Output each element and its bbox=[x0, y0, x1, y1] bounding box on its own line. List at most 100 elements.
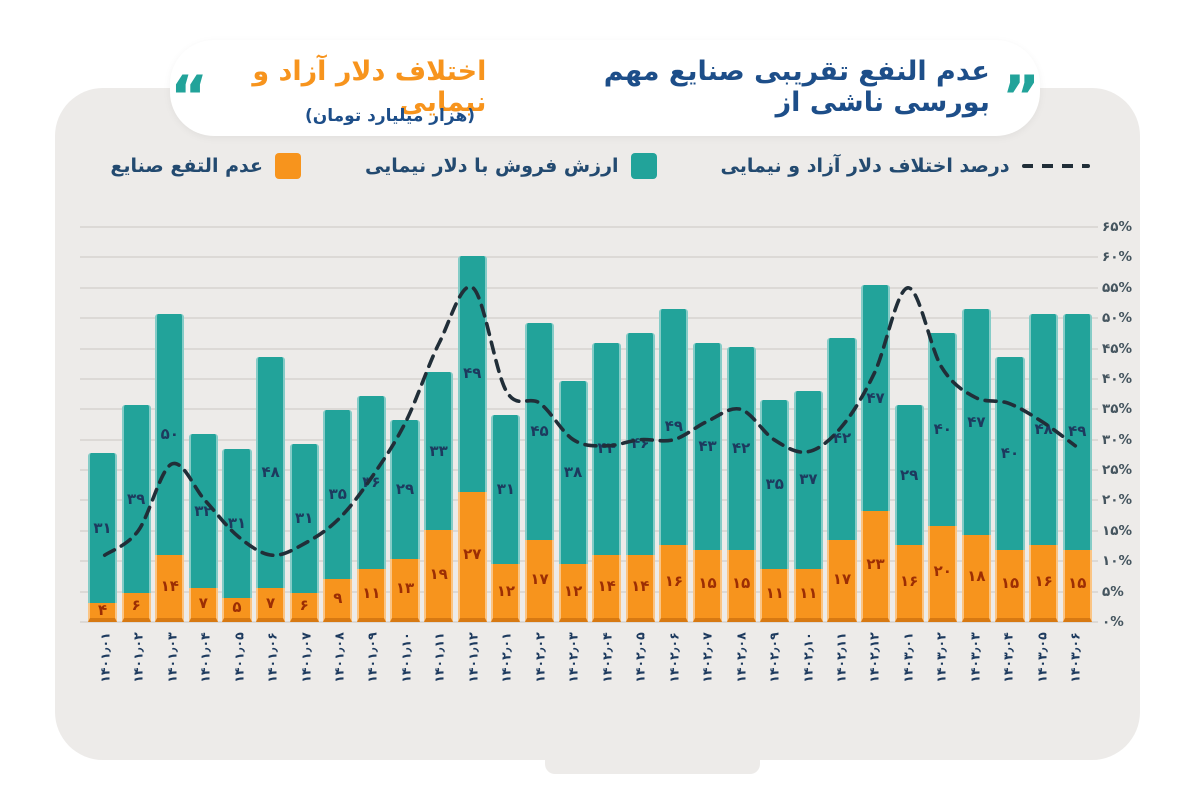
dashed-line-icon bbox=[1021, 164, 1090, 168]
sales-value-label: ۴۹ bbox=[463, 364, 482, 383]
sales-value-segment: ۳۶ bbox=[356, 395, 386, 570]
teal-square-icon bbox=[630, 153, 657, 179]
industry-loss-label: ۷ bbox=[198, 593, 208, 612]
stacked-bar: ۴۵ ۱۷ bbox=[524, 227, 555, 622]
sales-value-segment: ۳۳ bbox=[424, 371, 454, 531]
percent-tick: ۵۰% bbox=[1102, 310, 1133, 327]
x-tick-label: ۱۴۰۲٫۰۶ bbox=[666, 632, 682, 683]
industry-loss-segment: ۱۴ bbox=[155, 554, 185, 622]
industry-loss-segment: ۱۷ bbox=[524, 540, 555, 622]
sales-value-label: ۳۵ bbox=[328, 484, 347, 503]
industry-loss-label: ۱۷ bbox=[832, 569, 852, 588]
stacked-bar: ۳۱ ۵ bbox=[222, 227, 252, 622]
sales-value-label: ۴۷ bbox=[967, 412, 986, 431]
x-tick-label: ۱۴۰۱٫۰۱ bbox=[97, 632, 113, 683]
sales-value-label: ۳۹ bbox=[127, 489, 146, 508]
industry-loss-label: ۱۵ bbox=[731, 574, 751, 593]
page-title: عدم النفع تقریبی صنایع مهم بورسی ناشی از bbox=[603, 56, 990, 118]
stacked-bar: ۳۶ ۱۱ bbox=[356, 227, 386, 622]
industry-loss-label: ۱۳ bbox=[395, 579, 415, 598]
stacked-bar: ۴۰ ۲۰ bbox=[928, 227, 958, 622]
stacked-bar: ۳۵ ۱۱ bbox=[760, 227, 790, 622]
title-card: ” عدم النفع تقریبی صنایع مهم بورسی ناشی … bbox=[170, 40, 1040, 136]
sales-value-label: ۴۳ bbox=[698, 436, 717, 455]
percent-tick: ۶۵% bbox=[1102, 219, 1133, 235]
sales-value-segment: ۴۶ bbox=[625, 332, 655, 555]
stacked-bar: ۴۸ ۱۶ bbox=[1029, 227, 1059, 622]
industry-loss-label: ۲۳ bbox=[866, 555, 885, 574]
industry-loss-label: ۱۹ bbox=[429, 564, 448, 583]
sales-value-label: ۳۷ bbox=[799, 470, 818, 489]
industry-loss-segment: ۷ bbox=[188, 588, 218, 622]
stacked-bar: ۴۲ ۱۷ bbox=[827, 227, 857, 622]
percent-tick: ۱۵% bbox=[1102, 522, 1133, 539]
sales-value-segment: ۳۱ bbox=[222, 448, 252, 598]
industry-loss-label: ۴ bbox=[97, 600, 108, 619]
percent-tick: ۴۵% bbox=[1102, 340, 1133, 357]
sales-value-label: ۳۱ bbox=[227, 513, 247, 532]
legend-label: درصد اختلاف دلار آزاد و نیمایی bbox=[720, 155, 1010, 177]
industry-loss-label: ۵ bbox=[232, 598, 242, 617]
stacked-bar: ۳۲ ۷ bbox=[188, 227, 218, 622]
sales-value-segment: ۳۱ bbox=[289, 443, 319, 594]
industry-loss-label: ۲۰ bbox=[933, 562, 952, 581]
legend-item-percent-diff: درصد اختلاف دلار آزاد و نیمایی bbox=[721, 155, 1090, 177]
industry-loss-segment: ۶ bbox=[121, 593, 151, 622]
x-tick-label: ۱۴۰۱٫۰۵ bbox=[231, 632, 247, 683]
stacked-bar: ۴۹ ۱۵ bbox=[1062, 227, 1092, 622]
stacked-bar: ۴۹ ۱۶ bbox=[659, 227, 689, 622]
stacked-bar: ۴۷ ۱۸ bbox=[961, 227, 991, 622]
industry-loss-label: ۱۶ bbox=[900, 571, 919, 590]
stacked-bar: ۴۴ ۱۴ bbox=[592, 227, 622, 622]
industry-loss-segment: ۲۷ bbox=[457, 491, 487, 622]
sales-value-segment: ۳۲ bbox=[188, 434, 218, 589]
industry-loss-label: ۶ bbox=[299, 596, 309, 615]
sales-value-label: ۴۶ bbox=[631, 434, 650, 453]
sales-value-label: ۳۱ bbox=[93, 518, 112, 537]
x-tick-label: ۱۴۰۱٫۰۲ bbox=[130, 632, 146, 683]
bars-layer: ۳۱ ۴ ۳۹ ۶ ۵۰ ۱۴ ۳۲ ۷ ۳۱ ۵ ۴۸ ۷ ۳۱ ۶ ۳۵ ۹ ۳۶ ۱۱ ۲۹ ۱۳ ۳۳ ۱۹ ۴۹ ۲… bbox=[88, 227, 1092, 622]
sales-value-segment: ۳۵ bbox=[323, 410, 353, 579]
sales-value-label: ۳۵ bbox=[765, 475, 784, 494]
sales-value-segment: ۵۰ bbox=[155, 313, 185, 555]
industry-loss-label: ۱۵ bbox=[698, 574, 717, 593]
industry-loss-segment: ۱۲ bbox=[491, 564, 521, 622]
sales-value-segment: ۴۵ bbox=[524, 323, 555, 541]
sales-value-label: ۳۱ bbox=[496, 480, 516, 499]
stacked-bar: ۳۹ ۶ bbox=[121, 227, 151, 622]
sales-value-segment: ۳۱ bbox=[88, 453, 118, 603]
industry-loss-label: ۱۸ bbox=[967, 567, 986, 586]
legend-item-sales-value: ارزش فروش با دلار نیمایی bbox=[365, 153, 657, 179]
stacked-bar: ۳۱ ۱۲ bbox=[491, 227, 521, 622]
sales-value-label: ۳۲ bbox=[194, 501, 213, 520]
x-tick-label: ۱۴۰۲٫۱۰ bbox=[800, 632, 816, 683]
sales-value-label: ۳۶ bbox=[362, 472, 381, 491]
percent-tick: ۵% bbox=[1102, 583, 1124, 600]
sales-value-segment: ۴۲ bbox=[726, 347, 756, 550]
page-title-highlight: اختلاف دلار آزاد و نیمایی bbox=[252, 56, 487, 118]
sales-value-segment: ۳۸ bbox=[558, 381, 588, 565]
industry-loss-segment: ۱۱ bbox=[793, 569, 823, 622]
industry-loss-label: ۱۶ bbox=[664, 571, 684, 590]
x-axis: ۱۴۰۱٫۰۱ ۱۴۰۱٫۰۲ ۱۴۰۱٫۰۳ ۱۴۰۱٫۰۴ ۱۴۰۱٫۰۵ ۱۴۰۱٫… bbox=[88, 632, 1092, 704]
industry-loss-segment: ۱۸ bbox=[961, 535, 991, 622]
industry-loss-label: ۱۴ bbox=[597, 576, 616, 595]
percent-tick: ۲۵% bbox=[1102, 462, 1133, 479]
sales-value-label: ۴۰ bbox=[933, 419, 952, 438]
sales-value-label: ۲۹ bbox=[900, 465, 919, 484]
industry-loss-segment: ۱۷ bbox=[827, 540, 857, 622]
sales-value-segment: ۴۴ bbox=[592, 342, 622, 555]
x-tick-label: ۱۴۰۳٫۰۲ bbox=[933, 632, 949, 683]
sales-value-segment: ۳۹ bbox=[121, 405, 151, 594]
percent-tick: ۳۰% bbox=[1102, 431, 1133, 448]
sales-value-label: ۳۱ bbox=[295, 508, 314, 527]
x-tick-label: ۱۴۰۱٫۰۴ bbox=[197, 632, 213, 683]
sales-value-label: ۴۸ bbox=[1034, 419, 1053, 438]
industry-loss-segment: ۱۳ bbox=[390, 559, 420, 622]
grid-line bbox=[80, 560, 1098, 563]
grid-line bbox=[80, 256, 1098, 259]
x-tick-label: ۱۴۰۱٫۱۱ bbox=[431, 632, 447, 683]
chart-plot-area: ۰% ۵% ۱۰% ۱۵% ۲۰% ۲۵% ۳۰% ۳۵% ۴۰% ۴۵% ۵۰% ۵۵% ۶۰% ۶۵%… bbox=[80, 219, 1132, 630]
sales-value-label: ۴۹ bbox=[664, 417, 684, 436]
